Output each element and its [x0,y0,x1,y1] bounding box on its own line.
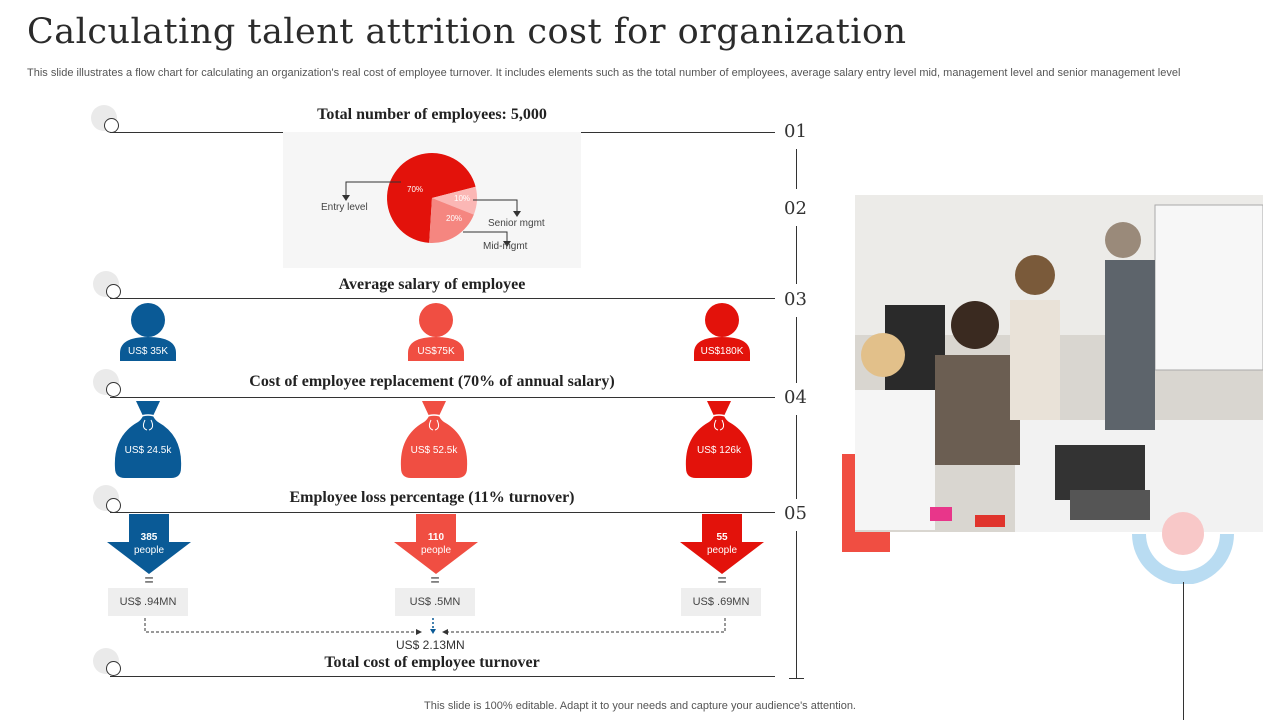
pie-slice-mid-mgmt [429,198,474,243]
step-4-bullet [106,498,121,513]
step-3-title: Cost of employee replacement (70% of ann… [249,373,615,390]
loss-value-senior: US$ .69MN [681,588,761,616]
step-number-4: 04 [784,387,807,408]
salary-label-senior: US$180K [700,346,744,357]
pie-chart [342,153,521,247]
person-head-icon [131,303,165,337]
replacement-label-entry: US$ 24.5k [124,445,172,456]
office-meeting-photo [855,195,1263,532]
page-subtitle: This slide illustrates a flow chart for … [27,67,1181,79]
page-title: Calculating talent attrition cost for or… [27,12,907,52]
footer-note: This slide is 100% editable. Adapt it to… [424,700,856,712]
decorative-circle [1162,512,1204,554]
leader-arrow-senior [513,211,521,217]
equals-sign-senior: = [717,572,727,589]
loss-count-entry: 385 [140,532,158,543]
money-bag-icon [114,401,182,478]
salary-label-entry: US$ 35K [127,346,169,357]
step-number-2: 02 [784,198,807,219]
money-bag-icon [685,401,753,478]
loss-value-mid: US$ .5MN [395,588,475,616]
person-body-icon [694,337,750,361]
step-number-5: 05 [784,503,807,524]
step-4-line [110,512,775,513]
leader-arrow-entry [342,195,350,201]
step-number-3: 03 [784,289,807,310]
money-bag-icon [400,401,468,478]
loss-unit-entry: people [133,545,165,556]
step-2-title: Average salary of employee [338,276,526,293]
pie-label-entry: Entry level [321,202,368,213]
loss-count-mid: 110 [427,532,445,543]
loss-arrow-senior: 55 people [677,514,767,574]
leader-line-mid [463,231,508,242]
loss-unit-senior: people [706,545,738,556]
pie-label-mid: Mid-mgmt [483,241,528,252]
person-head-icon [705,303,739,337]
pie-pct-mid: 20% [446,214,463,223]
total-cost-value: US$ 2.13MN [396,638,465,652]
loss-unit-mid: people [420,545,452,556]
equals-sign-entry: = [144,572,154,589]
loss-arrow-mid: 110 people [391,514,481,574]
replacement-bag-entry: US$ 24.5k [103,398,193,480]
person-head-icon [419,303,453,337]
loss-value-entry: US$ .94MN [108,588,188,616]
leader-line-entry [345,181,401,196]
axis-segment [796,317,797,383]
axis-end-tick [789,678,804,679]
axis-segment [796,226,797,284]
step-2-line [110,298,775,299]
step-4-title: Employee loss percentage (11% turnover) [289,489,575,506]
step-3-bullet [106,382,121,397]
axis-segment [796,531,797,679]
person-body-icon [408,337,464,361]
loss-arrow-entry: 385 people [104,514,194,574]
person-body-icon [120,337,176,361]
replacement-bag-senior: US$ 126k [674,398,764,480]
salary-label-mid: US$75K [417,346,455,357]
replacement-bag-mid: US$ 52.5k [389,398,479,480]
step-2-bullet [106,284,121,299]
loss-count-senior: 55 [716,532,728,543]
step-number-1: 01 [784,121,807,142]
pie-label-senior: Senior mgmt [488,218,545,229]
step-3-line [110,397,775,398]
pie-panel: 70% 10% 20% Entry level Senior mgmt Mid-… [283,132,581,268]
step-1-bullet [104,118,119,133]
salary-person-senior: US$180K [677,301,767,363]
down-arrow-icon [394,514,478,574]
replacement-label-mid: US$ 52.5k [410,445,458,456]
step-5-line [110,676,775,677]
leader-line-senior [473,199,518,212]
axis-segment [796,415,797,499]
equals-sign-mid: = [430,572,440,589]
decorative-line [1183,582,1184,720]
down-arrow-icon [680,514,764,574]
salary-person-mid: US$75K [391,301,481,363]
total-connector [144,618,726,635]
replacement-label-senior: US$ 126k [697,445,741,456]
salary-person-entry: US$ 35K [103,301,193,363]
pie-pct-entry: 70% [407,185,424,194]
pie-pct-senior: 10% [454,194,471,203]
pie-slice-entry-level [387,153,476,243]
leader-arrow-mid [503,241,511,247]
axis-segment [796,149,797,189]
down-arrow-icon [107,514,191,574]
step-5-title: Total cost of employee turnover [324,654,540,671]
step-1-title: Total number of employees: 5,000 [317,106,547,123]
pie-slice-senior-mgmt [432,186,477,215]
step-5-bullet [106,661,121,676]
